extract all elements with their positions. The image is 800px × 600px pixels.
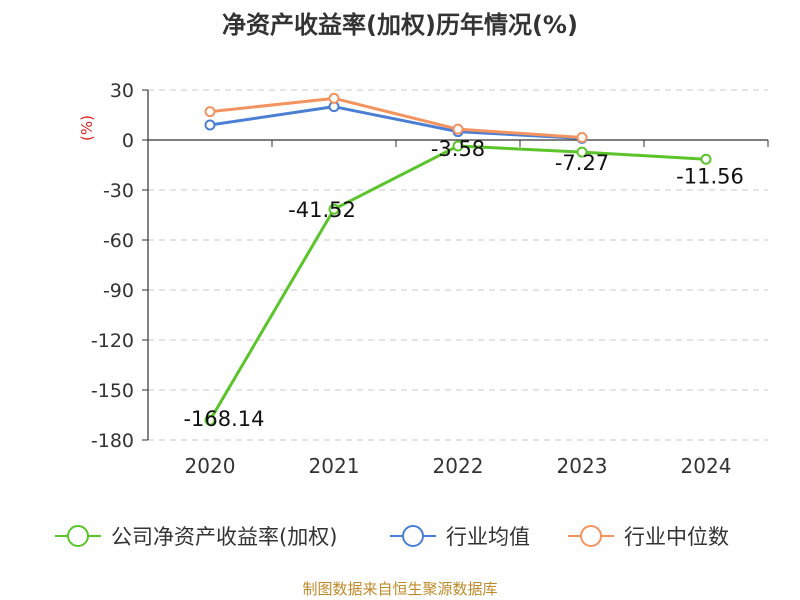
- series-line-2: [209, 96, 583, 139]
- data-label: -7.27: [555, 151, 609, 175]
- y-tick-label: 30: [110, 80, 134, 102]
- axes: 30 0 -30 -60 -90 -120 -150 -180 2020 2021 2022 2023…: [91, 80, 769, 478]
- y-axis-unit: (%): [78, 115, 96, 141]
- legend-label: 行业均值: [446, 525, 530, 549]
- y-tick-label: 0: [122, 130, 134, 152]
- x-tick-label: 2022: [433, 454, 484, 478]
- y-tick-label: -60: [103, 230, 134, 252]
- data-label: -41.52: [288, 198, 356, 222]
- grid-lines: [148, 89, 768, 441]
- data-label: -11.56: [676, 164, 744, 188]
- data-point: [700, 153, 712, 165]
- x-tick-label: 2024: [681, 454, 732, 478]
- data-labels: -168.14 -41.52 -3.58 -7.27 -11.56: [183, 137, 743, 431]
- data-point: [328, 203, 340, 215]
- legend[interactable]: 公司净资产收益率(加权) 行业均值 行业中位数: [55, 525, 729, 549]
- series-line-1: [209, 105, 583, 140]
- legend-marker: [402, 525, 424, 547]
- data-label: -3.58: [431, 137, 485, 161]
- data-point: [576, 146, 588, 158]
- data-label: -168.14: [183, 407, 264, 431]
- x-tick-label: 2020: [185, 454, 236, 478]
- data-point: [452, 140, 464, 152]
- source-note: 制图数据来自恒生聚源数据库: [302, 580, 497, 598]
- legend-item-0[interactable]: 公司净资产收益率(加权): [55, 525, 337, 549]
- data-point: [452, 123, 464, 135]
- y-tick-label: -30: [103, 180, 134, 202]
- legend-marker: [580, 525, 602, 547]
- data-point: [576, 132, 588, 143]
- legend-item-1[interactable]: 行业均值: [390, 525, 530, 549]
- data-point: [328, 92, 340, 104]
- y-tick-label: -90: [103, 280, 134, 302]
- legend-label: 行业中位数: [624, 525, 729, 549]
- data-point: [204, 119, 216, 131]
- x-tick-label: 2021: [309, 454, 360, 478]
- y-tick-label: -120: [91, 330, 134, 352]
- data-point: [204, 106, 216, 118]
- y-tick-label: -180: [91, 430, 134, 452]
- series-line-0: [208, 144, 707, 421]
- chart-title: 净资产收益率(加权)历年情况(%): [222, 11, 578, 39]
- legend-label: 公司净资产收益率(加权): [111, 525, 337, 549]
- y-tick-label: -150: [91, 380, 134, 402]
- series-layer: [204, 92, 712, 426]
- x-tick-label: 2023: [557, 454, 608, 478]
- legend-marker: [67, 525, 89, 547]
- legend-item-2[interactable]: 行业中位数: [568, 525, 729, 549]
- data-point: [204, 414, 216, 426]
